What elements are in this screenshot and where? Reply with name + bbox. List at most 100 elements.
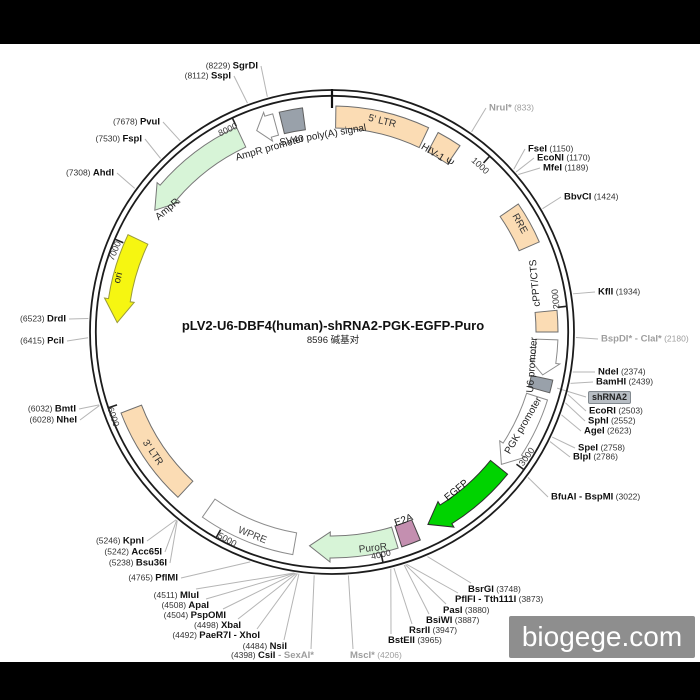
leader-line-fspi — [144, 138, 161, 159]
leader-line-blpi — [549, 441, 571, 458]
site-label-ndei: NdeI (2374) — [598, 366, 646, 378]
leader-line-xbai — [237, 573, 297, 620]
site-label-pasi: PasI (3880) — [443, 605, 490, 616]
site-label-bsrgi: BsrGI (3748) — [468, 584, 521, 595]
plasmid-title: pLV2-U6-DBF4(human)-shRNA2-PGK-EGFP-Puro — [181, 318, 485, 333]
leader-line-nhei — [79, 405, 100, 421]
site-label-pflfitth111i: PflFI - Tth111I (3873) — [455, 594, 544, 605]
feature-rre — [499, 203, 540, 252]
site-label-pvui: (7678) PvuI — [112, 116, 160, 128]
leader-line-apai — [205, 572, 295, 600]
leader-line-pspomi — [222, 572, 296, 610]
tick-6000 — [108, 404, 118, 409]
site-label-xbai: (4498) XbaI — [193, 620, 241, 631]
site-label-bsiwi: BsiWI (3887) — [426, 615, 480, 626]
leader-line-acc65i — [164, 520, 178, 553]
tick-7000 — [114, 238, 124, 244]
feature-label-ori: ori — [111, 271, 126, 285]
feature-sv40 — [278, 107, 306, 135]
feature-label-wpre: WPRE — [236, 524, 269, 547]
shrna2-chip: shRNA2 — [588, 391, 632, 404]
leader-line-rsrii — [393, 567, 413, 625]
feature-e2a — [394, 519, 421, 548]
site-label-sgrdi: (8229) SgrDI — [205, 60, 258, 72]
leader-line-bmti — [78, 404, 100, 410]
leader-line-mlui — [195, 572, 295, 590]
site-label-mlui: (4511) MluI — [153, 590, 199, 601]
leader-line-msci — [347, 575, 354, 650]
site-label-econi: EcoNI (1170) — [537, 152, 591, 164]
site-label-pcii: (6415) PciI — [20, 335, 64, 347]
feature-ampr — [154, 126, 247, 211]
feature-ltr3 — [120, 404, 194, 499]
feature-label-ltr5: 5' LTR — [367, 112, 398, 131]
tick-label-8000: 8000 — [216, 120, 239, 139]
leader-line-sphi — [565, 402, 586, 422]
leader-line-fsei — [513, 148, 526, 170]
feature-label-pgk: PGK promoter — [502, 395, 545, 457]
leader-line-bspdiclai — [575, 337, 599, 340]
site-label-pspomi: (4504) PspOMI — [163, 610, 226, 621]
tick-label-3000: 3000 — [516, 445, 537, 468]
site-label-bspdiclai: BspDI* - ClaI* (2180) — [601, 333, 689, 345]
site-label-blpi: BlpI (2786) — [573, 451, 618, 463]
leader-line-ahdi — [116, 172, 136, 189]
site-label-agei: AgeI (2623) — [584, 425, 632, 437]
site-label-spei: SpeI (2758) — [578, 442, 626, 454]
site-label-pflmi: (4765) PflMI — [128, 572, 178, 584]
feature-cppt — [534, 309, 559, 333]
tick-3000 — [516, 463, 525, 471]
leader-line-bbvci — [542, 196, 562, 210]
site-label-fspi: (7530) FspI — [95, 133, 142, 145]
feature-label-e2a: E2A — [393, 512, 415, 529]
site-label-apai: (4508) ApaI — [161, 600, 209, 611]
tick-5000 — [215, 529, 222, 538]
tick-label-5000: 5000 — [216, 530, 239, 549]
leader-line-econi — [515, 157, 535, 173]
leader-line-spei — [552, 436, 576, 449]
site-label-drdi: (6523) DrdI — [20, 313, 66, 325]
site-label-bbvci: BbvCI (1424) — [564, 191, 619, 203]
plasmid-title-block: pLV2-U6-DBF4(human)-shRNA2-PGK-EGFP-Puro… — [123, 318, 543, 347]
leader-line-bsu36i — [169, 520, 178, 564]
site-label-mfei: MfeI (1189) — [543, 162, 589, 174]
tick-1000 — [482, 155, 491, 164]
feature-amprp — [256, 110, 280, 143]
plasmid-size-subtitle: 8596 碱基对 — [306, 335, 360, 346]
site-label-kfli: KflI (1934) — [598, 286, 641, 298]
leader-line-bamhi — [570, 381, 594, 384]
site-label-bsu36i: (5238) Bsu36I — [108, 557, 167, 569]
site-label-nsii: (4484) NsiI — [242, 641, 287, 652]
leader-line-bsiwi — [403, 564, 430, 615]
leader-line-csiisexai — [310, 575, 315, 650]
watermark-biogege: biogege.com — [509, 616, 695, 658]
leader-line-bsrgi — [427, 556, 472, 584]
tick-label-6000: 6000 — [105, 405, 122, 428]
leader-line-kfli — [572, 291, 596, 295]
site-label-ecori: EcoRI (2503) — [589, 405, 643, 417]
tick-label-4000: 4000 — [370, 547, 392, 562]
feature-egfp — [427, 459, 509, 528]
tick-label-2000: 2000 — [549, 288, 562, 310]
letterbox-bar-top — [0, 0, 700, 44]
feature-label-ltr3: 3' LTR — [139, 437, 165, 468]
site-label-rsrii: RsrII (3947) — [409, 625, 458, 636]
feature-ltr5 — [335, 105, 430, 149]
leader-line-pasi — [405, 564, 447, 605]
site-label-bmti: (6032) BmtI — [27, 403, 76, 415]
feature-psi — [427, 131, 461, 165]
feature-label-rre: RRE — [509, 211, 530, 236]
feature-label-ampr: AmpR — [153, 196, 182, 223]
leader-line-nsii — [283, 573, 300, 641]
feature-shrna2 — [527, 374, 554, 394]
site-label-msci: MscI* (4206) — [350, 650, 402, 661]
site-label-bamhi: BamHI (2439) — [596, 376, 654, 388]
site-label-ahdi: (7308) AhdI — [65, 167, 114, 179]
leader-line-agei — [561, 414, 582, 432]
site-label-acc65i: (5242) Acc65I — [104, 546, 162, 558]
feature-label-sv40: SV40 poly(A) signal — [278, 122, 368, 149]
leader-line-pvui — [162, 121, 181, 142]
site-label-bsteii: BstEII (3965) — [388, 635, 442, 646]
